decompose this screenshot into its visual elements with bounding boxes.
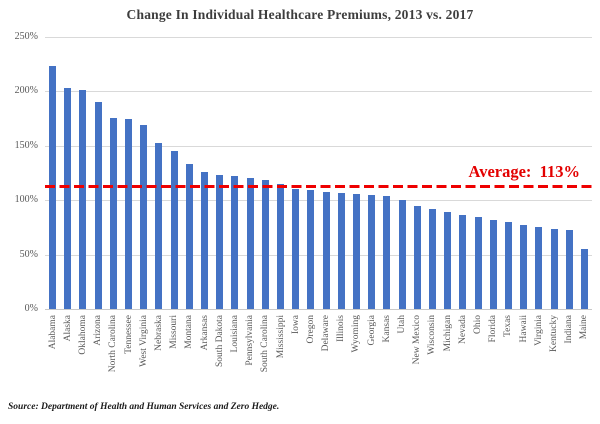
bar-louisiana <box>231 176 239 309</box>
y-tick-label: 150% <box>14 139 38 151</box>
x-axis-label: Alabama <box>47 315 58 350</box>
y-tick-label: 250% <box>14 31 38 42</box>
x-axis-label: Hawaii <box>518 315 529 343</box>
y-tick-label: 0% <box>24 303 38 314</box>
bar-wyoming <box>352 193 360 309</box>
bar-utah <box>398 200 406 309</box>
x-axis-label: Illinois <box>336 315 347 342</box>
bar-maine <box>580 249 588 309</box>
x-axis-label: Pennsylvania <box>245 315 256 366</box>
gridline <box>45 200 592 202</box>
bar-alaska <box>64 88 72 309</box>
bar-montana <box>185 164 193 309</box>
bar-new-mexico <box>413 205 421 309</box>
bar-south-carolina <box>261 179 269 309</box>
x-axis-label: Montana <box>184 315 195 349</box>
x-axis-label: Texas <box>503 315 514 338</box>
bar-hawaii <box>520 225 528 309</box>
y-tick-label: 50% <box>19 248 38 260</box>
x-axis-label: Utah <box>397 315 408 334</box>
bar-indiana <box>565 229 573 309</box>
bar-michigan <box>444 212 452 309</box>
bar-alabama <box>49 66 57 309</box>
x-axis-label: Alaska <box>62 315 73 342</box>
y-tick-label: 100% <box>14 194 38 206</box>
x-axis-line <box>45 309 592 310</box>
bar-north-carolina <box>109 117 117 309</box>
average-line <box>45 184 592 188</box>
x-axis-label: South Dakota <box>214 315 225 367</box>
x-axis-label: Georgia <box>366 315 377 346</box>
bar-virginia <box>535 227 543 309</box>
x-axis-label: New Mexico <box>412 315 423 365</box>
x-axis-label: Kansas <box>381 315 392 343</box>
x-axis-label: Michigan <box>442 315 453 352</box>
gridline <box>45 145 592 147</box>
bar-kansas <box>383 195 391 309</box>
bar-oregon <box>307 190 315 309</box>
y-tick-label: 200% <box>14 85 38 97</box>
gridline <box>45 254 592 256</box>
bar-iowa <box>292 189 300 309</box>
x-axis-label: Tennessee <box>123 315 134 354</box>
x-axis-label: Delaware <box>321 315 332 352</box>
x-axis-label: West Virginia <box>138 315 149 367</box>
bar-ohio <box>474 216 482 309</box>
bar-missouri <box>170 151 178 309</box>
x-axis-label: Arizona <box>93 315 104 346</box>
bar-florida <box>489 219 497 309</box>
bar-illinois <box>337 192 345 309</box>
x-axis-label: Iowa <box>290 315 301 334</box>
x-axis-label: Nebraska <box>153 315 164 351</box>
x-axis-label: Arkansas <box>199 315 210 351</box>
bar-west-virginia <box>140 125 148 309</box>
x-axis-label: Wisconsin <box>427 315 438 355</box>
bar-nebraska <box>155 142 163 309</box>
bar-pennsylvania <box>246 178 254 309</box>
average-annotation: Average: 113% <box>468 162 581 182</box>
bar-wisconsin <box>428 208 436 309</box>
x-axis-label: Indiana <box>564 315 575 344</box>
bar-mississippi <box>277 183 284 309</box>
x-axis-label: Oregon <box>305 315 316 344</box>
source-note: Source: Department of Health and Human S… <box>8 402 280 412</box>
bar-delaware <box>322 191 330 309</box>
x-axis-label: Florida <box>488 315 499 343</box>
bar-texas <box>504 221 512 309</box>
x-axis-label: Ohio <box>473 315 484 334</box>
bar-nevada <box>459 215 467 309</box>
x-axis-label: Louisiana <box>229 315 240 353</box>
x-axis-label: South Carolina <box>260 315 271 373</box>
x-axis-label: Virginia <box>533 315 544 346</box>
bar-georgia <box>368 194 376 309</box>
x-axis-label: Wyoming <box>351 315 362 353</box>
x-axis-label: Oklahoma <box>77 315 88 355</box>
x-axis-label: Mississippi <box>275 315 286 359</box>
bar-oklahoma <box>79 90 87 309</box>
x-axis-label: Maine <box>579 315 590 340</box>
gridline <box>45 91 592 93</box>
bar-arizona <box>94 102 102 309</box>
chart-title: Change In Individual Healthcare Premiums… <box>126 7 474 22</box>
gridline <box>45 37 592 38</box>
bar-arkansas <box>201 171 209 309</box>
bar-tennessee <box>125 118 133 309</box>
bar-south-dakota <box>216 175 224 309</box>
x-axis-label: North Carolina <box>108 315 119 373</box>
x-axis-label: Kentucky <box>549 315 559 352</box>
x-axis-label: Nevada <box>457 315 468 345</box>
plot-area <box>45 37 592 310</box>
bar-kentucky <box>550 228 558 309</box>
x-axis-label: Missouri <box>169 315 180 349</box>
